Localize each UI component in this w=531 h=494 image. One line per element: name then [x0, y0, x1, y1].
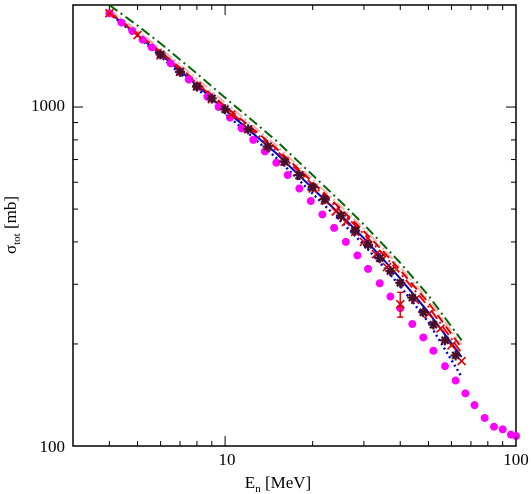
- y-tick-label-1000: 1000: [31, 96, 65, 115]
- data-point: [294, 170, 305, 181]
- series-layer: [104, 4, 520, 441]
- data-point: [395, 277, 406, 288]
- data-point: [166, 59, 175, 68]
- data-point: [104, 8, 114, 18]
- error-bar: [397, 291, 404, 318]
- data-point: [419, 333, 428, 342]
- data-point: [350, 225, 361, 236]
- data-point: [461, 389, 470, 398]
- data-point: [375, 279, 384, 288]
- data-point: [440, 362, 449, 371]
- data-point: [117, 18, 126, 27]
- data-point: [385, 266, 396, 277]
- data-point: [418, 307, 429, 318]
- data-point: [237, 124, 246, 133]
- series-0-line: [108, 11, 463, 358]
- data-point: [341, 237, 350, 246]
- data-point: [262, 141, 273, 152]
- data-point: [364, 264, 373, 273]
- data-point: [439, 335, 450, 346]
- data-point: [450, 350, 461, 361]
- data-point: [191, 81, 202, 92]
- data-point: [295, 184, 304, 193]
- series-5-line: [108, 8, 463, 346]
- data-point: [353, 251, 362, 260]
- data-point: [386, 292, 395, 301]
- data-point: [155, 49, 166, 60]
- data-point: [319, 194, 330, 205]
- data-point: [132, 30, 143, 40]
- ticks-layer: [72, 4, 517, 447]
- data-point: [249, 135, 258, 144]
- data-point: [220, 104, 231, 115]
- x-tick-label-10: 10: [219, 450, 236, 469]
- x-tick-label-100: 100: [503, 450, 529, 469]
- series-6-markers: [105, 9, 520, 441]
- series-8-markers: [155, 49, 461, 361]
- data-point: [374, 253, 385, 264]
- data-point: [335, 210, 346, 221]
- data-point: [318, 210, 327, 219]
- series-7-markers: [104, 8, 467, 366]
- series-3-line: [108, 11, 463, 354]
- data-point: [498, 425, 507, 434]
- data-point: [363, 239, 374, 250]
- data-point: [307, 182, 318, 193]
- data-point: [428, 319, 439, 330]
- data-point: [283, 171, 292, 180]
- data-point: [470, 401, 479, 410]
- data-point: [147, 43, 156, 52]
- data-point: [489, 422, 498, 431]
- plot-frame: [72, 4, 517, 447]
- data-point: [429, 346, 438, 355]
- data-point: [279, 156, 290, 167]
- data-point: [306, 197, 315, 206]
- y-axis-title: σtot [mb]: [1, 196, 23, 254]
- data-point: [407, 292, 418, 303]
- data-point: [184, 75, 193, 84]
- data-point: [435, 324, 446, 334]
- data-point: [243, 124, 254, 135]
- data-point: [330, 223, 339, 232]
- y-tick-label-100: 100: [40, 437, 66, 456]
- data-point: [408, 320, 417, 329]
- data-point: [480, 413, 489, 422]
- series-2-line: [108, 11, 463, 349]
- x-axis-title: En [MeV]: [245, 473, 311, 494]
- data-point: [175, 66, 186, 77]
- series-4-line: [108, 4, 463, 341]
- data-point: [272, 158, 281, 167]
- data-point: [451, 376, 460, 385]
- data-point: [128, 27, 137, 36]
- data-point: [206, 93, 217, 104]
